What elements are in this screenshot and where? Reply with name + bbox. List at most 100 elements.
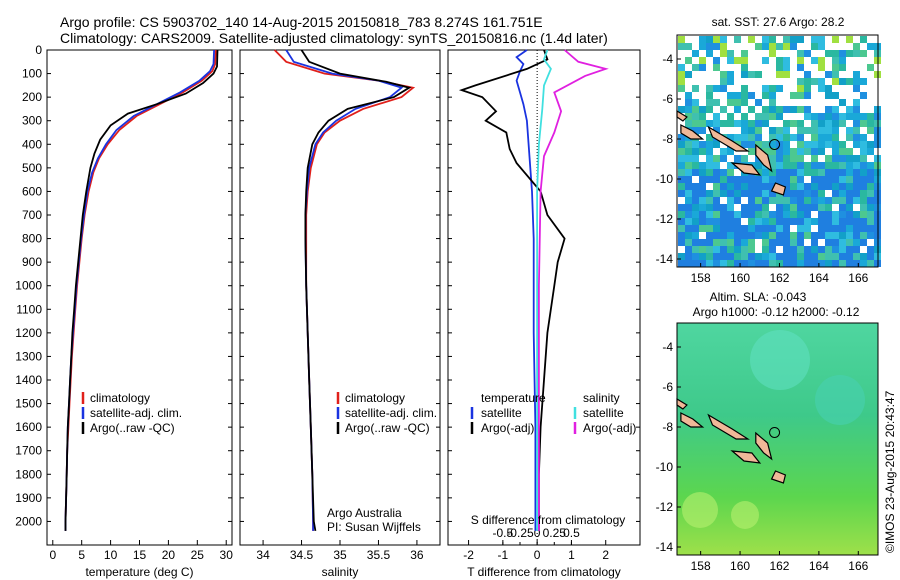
x-tick-label: 35 bbox=[333, 548, 347, 562]
map-y-tick-label: -4 bbox=[662, 340, 673, 354]
series-line bbox=[64, 49, 215, 531]
sst-pixel bbox=[755, 211, 762, 218]
sst-pixel bbox=[692, 141, 699, 148]
sst-pixel bbox=[832, 141, 839, 148]
sst-pixel bbox=[699, 148, 706, 155]
sst-pixel bbox=[853, 246, 860, 253]
sst-pixel bbox=[741, 113, 748, 120]
sst-pixel bbox=[685, 148, 692, 155]
sst-pixel bbox=[699, 253, 706, 260]
legend-label: Argo(-adj) bbox=[583, 421, 636, 435]
sst-pixel bbox=[678, 253, 685, 260]
sst-pixel bbox=[811, 176, 818, 183]
sst-pixel bbox=[727, 204, 734, 211]
sst-pixel bbox=[755, 183, 762, 190]
sst-pixel bbox=[846, 50, 853, 57]
sla-map-title-1: Altim. SLA: -0.043 bbox=[710, 290, 807, 304]
sst-pixel bbox=[748, 197, 755, 204]
sst-pixel bbox=[678, 190, 685, 197]
sst-pixel bbox=[825, 246, 832, 253]
sst-pixel bbox=[832, 71, 839, 78]
sst-pixel bbox=[727, 190, 734, 197]
sst-pixel bbox=[853, 141, 860, 148]
sst-pixel bbox=[734, 36, 741, 43]
sst-pixel bbox=[846, 162, 853, 169]
sst-pixel bbox=[692, 197, 699, 204]
sst-pixel bbox=[748, 127, 755, 134]
legend-label: satellite-adj. clim. bbox=[90, 406, 182, 420]
sst-pixel bbox=[832, 92, 839, 99]
sst-pixel bbox=[678, 78, 685, 85]
sst-pixel bbox=[867, 246, 874, 253]
sst-pixel bbox=[685, 141, 692, 148]
sst-pixel bbox=[860, 225, 867, 232]
sst-pixel bbox=[713, 141, 720, 148]
sst-pixel bbox=[769, 106, 776, 113]
sst-pixel bbox=[811, 43, 818, 50]
sst-pixel bbox=[678, 141, 685, 148]
sst-pixel bbox=[748, 246, 755, 253]
temperature-legend: climatology satellite-adj. clim. Argo(..… bbox=[81, 391, 182, 435]
sst-pixel bbox=[790, 239, 797, 246]
sst-pixel bbox=[776, 176, 783, 183]
y-tick-label: 1400 bbox=[15, 373, 42, 387]
legend-label: climatology bbox=[90, 391, 150, 405]
sst-pixel bbox=[755, 134, 762, 141]
sst-pixel bbox=[867, 127, 874, 134]
sst-pixel bbox=[769, 169, 776, 176]
sst-pixel bbox=[783, 64, 790, 71]
sst-pixel bbox=[706, 190, 713, 197]
sst-pixel bbox=[853, 253, 860, 260]
sst-pixel bbox=[720, 239, 727, 246]
map-x-tick-label: 158 bbox=[691, 559, 711, 573]
sst-pixel bbox=[832, 225, 839, 232]
sst-pixel bbox=[685, 99, 692, 106]
sst-pixel bbox=[678, 106, 685, 113]
island bbox=[707, 413, 750, 440]
sst-pixel bbox=[839, 169, 846, 176]
sst-pixel bbox=[692, 162, 699, 169]
sst-pixel bbox=[790, 106, 797, 113]
sst-pixel bbox=[769, 92, 776, 99]
sst-pixel bbox=[713, 57, 720, 64]
sst-pixel bbox=[720, 253, 727, 260]
x-tick-label: -1 bbox=[498, 548, 509, 562]
sst-pixel bbox=[797, 127, 804, 134]
salinity-panel: 34 34.5 35 35.5 36 salinity bbox=[239, 49, 441, 579]
sst-pixel bbox=[839, 190, 846, 197]
sst-pixel bbox=[860, 183, 867, 190]
sst-pixel bbox=[727, 246, 734, 253]
sst-pixel bbox=[727, 176, 734, 183]
sst-pixel bbox=[748, 190, 755, 197]
sst-pixel bbox=[692, 218, 699, 225]
sst-pixel bbox=[832, 64, 839, 71]
sst-pixel bbox=[797, 155, 804, 162]
sst-pixel bbox=[839, 204, 846, 211]
series-line bbox=[458, 49, 566, 531]
sst-pixel bbox=[818, 225, 825, 232]
sst-pixel bbox=[685, 57, 692, 64]
sst-pixel bbox=[804, 190, 811, 197]
sst-pixel bbox=[797, 92, 804, 99]
sst-pixel bbox=[832, 176, 839, 183]
map-y-tick-label: -8 bbox=[662, 132, 673, 146]
sst-pixel bbox=[860, 239, 867, 246]
sst-pixel bbox=[769, 260, 776, 267]
sst-pixel bbox=[741, 183, 748, 190]
sst-pixel bbox=[811, 127, 818, 134]
sst-pixel bbox=[748, 183, 755, 190]
sst-pixel bbox=[853, 78, 860, 85]
sst-pixel bbox=[783, 190, 790, 197]
sst-pixel bbox=[713, 190, 720, 197]
sst-pixel bbox=[685, 232, 692, 239]
sst-pixel bbox=[860, 197, 867, 204]
sst-pixel bbox=[811, 204, 818, 211]
sst-pixel bbox=[713, 183, 720, 190]
sst-pixel bbox=[853, 71, 860, 78]
series-line bbox=[64, 49, 217, 531]
sst-pixel bbox=[699, 239, 706, 246]
sst-pixel bbox=[867, 232, 874, 239]
sst-pixel bbox=[720, 148, 727, 155]
sst-pixel bbox=[860, 176, 867, 183]
sst-pixel bbox=[685, 197, 692, 204]
